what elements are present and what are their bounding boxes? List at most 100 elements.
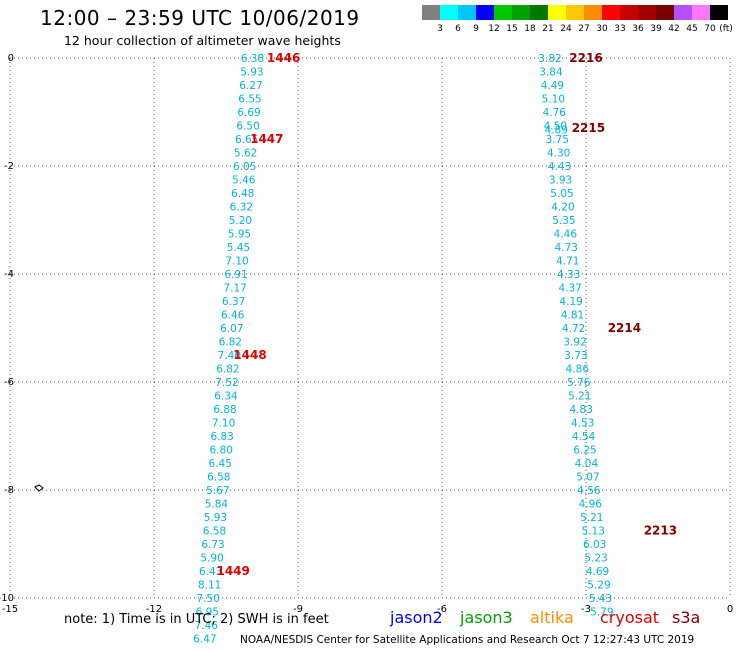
legend-swatch — [584, 5, 602, 20]
wave-height-value: 6.80 — [210, 445, 233, 457]
legend-swatch — [620, 5, 638, 20]
legend-swatch — [656, 5, 674, 20]
legend-swatch — [476, 5, 494, 20]
footer-note: note: 1) Time is in UTC; 2) SWH is in fe… — [64, 612, 329, 627]
legend-label: 9 — [473, 24, 479, 34]
time-label: 1447 — [250, 132, 283, 146]
wave-height-value: 6.25 — [573, 445, 596, 457]
wave-height-value: 5.93 — [204, 512, 227, 524]
legend-swatch — [692, 5, 710, 20]
wave-height-value: 6.45 — [209, 458, 232, 470]
wave-height-value: 4.71 — [556, 256, 579, 268]
satellite-altika: altika — [530, 608, 574, 627]
legend-label: 6 — [455, 24, 461, 34]
wave-height-value: 4.89 — [545, 124, 568, 136]
wave-height-value: 3.92 — [563, 337, 586, 349]
wave-height-value: 6.46 — [221, 310, 245, 322]
wave-height-value: 5.07 — [576, 472, 599, 484]
wave-height-value: 6.47 — [193, 634, 216, 646]
satellite-cryosat: cryosat — [600, 608, 660, 627]
legend-swatch — [710, 5, 728, 20]
wave-height-value: 4.72 — [562, 323, 585, 335]
satellite-s3a: s3a — [672, 608, 701, 627]
wave-height-value: 7.46 — [195, 620, 219, 632]
wave-height-value: 3.75 — [546, 134, 569, 146]
wave-height-value: 6.07 — [220, 323, 243, 335]
wave-height-value: 5.13 — [582, 526, 605, 538]
y-tick-label: -2 — [4, 161, 14, 172]
legend-swatch — [458, 5, 476, 20]
legend-swatch — [602, 5, 620, 20]
wave-height-value: 5.43 — [589, 593, 612, 605]
legend-label: 12 — [488, 24, 500, 34]
time-label: 1449 — [216, 564, 249, 578]
legend-label: 39 — [650, 24, 662, 34]
wave-height-value: 6.82 — [219, 337, 242, 349]
wave-height-value: 6.55 — [238, 94, 261, 106]
legend-label: 45 — [686, 24, 698, 34]
wave-height-value: 6.69 — [237, 107, 260, 119]
wave-height-value: 5.62 — [234, 148, 257, 160]
time-label: 1448 — [233, 348, 266, 362]
wave-height-value: 3.93 — [549, 175, 572, 187]
x-tick-label: -6 — [437, 604, 447, 615]
wave-height-value: 6.73 — [201, 539, 224, 551]
wave-height-value: 6.91 — [224, 269, 247, 281]
legend-swatch — [494, 5, 512, 20]
x-tick-label: -9 — [293, 604, 303, 615]
legend-label: 27 — [578, 24, 590, 34]
wave-height-value: 4.46 — [554, 229, 578, 241]
wave-height-value: 3.84 — [539, 67, 563, 79]
wave-height-value: 6.65 — [235, 134, 258, 146]
wave-height-value: 5.35 — [552, 215, 575, 227]
legend-swatch — [566, 5, 584, 20]
wave-height-value: 6.37 — [222, 296, 245, 308]
legend-label: 33 — [614, 24, 626, 34]
wave-height-value: 7.10 — [225, 256, 248, 268]
wave-height-value: 7.17 — [223, 283, 246, 295]
wave-height-value: 6.58 — [203, 526, 226, 538]
legend-swatch — [422, 5, 440, 20]
wave-height-value: 5.29 — [587, 580, 610, 592]
wave-height-value: 7.10 — [212, 418, 235, 430]
wave-height-value: 6.58 — [207, 472, 230, 484]
legend-swatch — [512, 5, 530, 20]
wave-height-value: 5.05 — [550, 188, 573, 200]
wave-height-value: 8.11 — [198, 580, 221, 592]
legend-label: 42 — [668, 24, 680, 34]
credit-line: NOAA/NESDIS Center for Satellite Applica… — [240, 634, 695, 646]
x-tick-label: -3 — [581, 604, 591, 615]
wave-height-value: 6.43 — [199, 566, 222, 578]
legend-label: 18 — [524, 24, 536, 34]
wave-height-value: 5.21 — [568, 391, 591, 403]
y-tick-label: -4 — [4, 269, 14, 280]
wave-height-value: 5.76 — [567, 377, 591, 389]
legend-label: 70 — [704, 24, 716, 34]
time-label: 2214 — [608, 321, 641, 335]
wave-height-value: 4.83 — [570, 404, 593, 416]
y-tick-label: -6 — [4, 377, 14, 388]
legend-swatch — [440, 5, 458, 20]
wave-height-value: 5.10 — [542, 94, 565, 106]
wave-height-value: 6.82 — [216, 364, 239, 376]
legend-label: 30 — [596, 24, 608, 34]
wave-height-value: 4.56 — [577, 485, 601, 497]
legend-label: 3 — [437, 24, 443, 34]
wave-height-value: 4.49 — [541, 80, 564, 92]
wave-height-value: 5.46 — [232, 175, 256, 187]
wave-height-value: 4.04 — [575, 458, 599, 470]
wave-height-value: 6.88 — [213, 404, 236, 416]
wave-height-value: 4.20 — [551, 202, 574, 214]
wave-height-value: 4.73 — [555, 242, 578, 254]
legend-label: 15 — [506, 24, 518, 34]
wave-height-value: 5.95 — [228, 229, 251, 241]
wave-height-value: 6.38 — [241, 53, 264, 65]
x-tick-label: 0 — [727, 604, 733, 615]
legend-swatch — [530, 5, 548, 20]
wave-height-value: 5.21 — [580, 512, 603, 524]
wave-height-value: 5.93 — [240, 67, 263, 79]
time-label: 1446 — [267, 51, 300, 65]
chart-subtitle: 12 hour collection of altimeter wave hei… — [64, 33, 341, 48]
wave-height-value: 4.19 — [559, 296, 582, 308]
wave-height-value: 4.50 — [544, 121, 567, 133]
